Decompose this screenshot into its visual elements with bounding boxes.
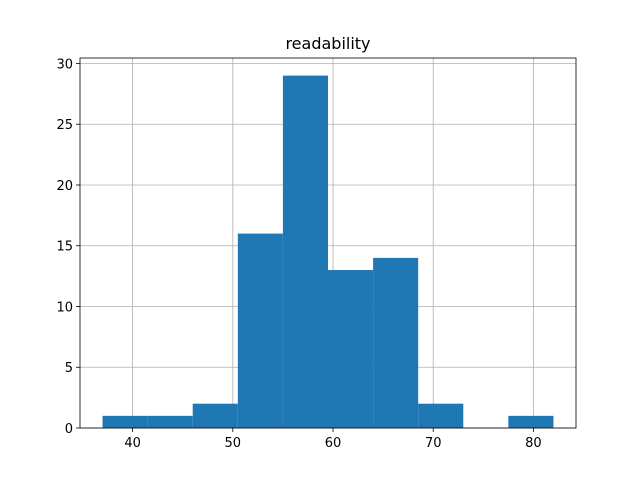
bar xyxy=(373,257,419,428)
x-tick-label: 40 xyxy=(124,436,141,451)
y-tick-label: 5 xyxy=(65,361,73,376)
y-tick-label: 20 xyxy=(56,179,73,194)
chart-title: readability xyxy=(285,34,370,53)
bar xyxy=(192,403,238,428)
x-tick-label: 50 xyxy=(225,436,242,451)
bar xyxy=(237,233,283,428)
bar xyxy=(282,75,328,428)
bars-layer xyxy=(102,75,554,428)
y-tick-label: 25 xyxy=(56,118,73,133)
bar xyxy=(147,415,193,428)
x-tick-label: 80 xyxy=(525,436,542,451)
bar xyxy=(328,270,374,428)
bar xyxy=(418,403,464,428)
y-tick-label: 30 xyxy=(56,57,73,72)
x-tick-label: 60 xyxy=(325,436,342,451)
bar xyxy=(102,415,148,428)
x-tick-label: 70 xyxy=(425,436,442,451)
plot-frame xyxy=(79,57,577,429)
y-tick-label: 10 xyxy=(56,300,73,315)
bar xyxy=(508,415,554,428)
ticks-layer: 40 50 60 70 80 0 5 10 15 20 25 30 xyxy=(56,57,541,451)
y-tick-label: 0 xyxy=(65,422,73,437)
y-tick-label: 15 xyxy=(56,240,73,255)
